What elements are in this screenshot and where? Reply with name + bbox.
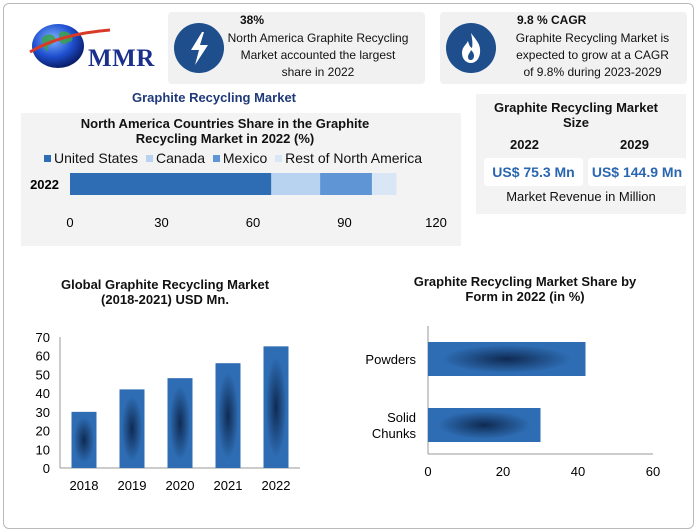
category-label-solid: Solid: [387, 410, 416, 425]
legend-swatch-mexico: [212, 155, 220, 162]
x-tick-label-1: 20: [496, 464, 510, 479]
bar-2021: [215, 363, 241, 468]
stat-cagr-value: 9.8 % CAGR: [517, 13, 587, 27]
bar-2022: [263, 346, 289, 468]
y-tick-label-2: 20: [36, 424, 50, 439]
bar-2018: [71, 411, 97, 468]
legend-swatch-us: [44, 155, 51, 162]
y-tick-label-3: 30: [36, 405, 50, 420]
x-tick-label-3: 60: [646, 464, 660, 479]
x-tick-label-2019: 2019: [118, 478, 147, 493]
x-tick-label-2: 40: [571, 464, 585, 479]
logo-text: MMR: [88, 45, 155, 72]
category-label-powders: Powders: [365, 352, 416, 367]
flame-icon: [446, 23, 496, 73]
legend-label-mexico: Mexico: [222, 150, 268, 166]
size-year-2029: 2029: [620, 137, 649, 152]
y-tick-label-4: 40: [36, 386, 50, 401]
lightning-bolt-icon: [174, 23, 224, 73]
x-tick-label-2: 60: [246, 215, 260, 230]
y-tick-label-5: 50: [36, 367, 50, 382]
infographic-frame: [3, 3, 694, 529]
x-tick-label-3: 90: [337, 215, 351, 230]
country-share-legend: United States Canada Mexico Rest of Nort…: [40, 150, 422, 166]
stat-box-share: 38% North America Graphite Recycling Mar…: [168, 12, 425, 84]
stat-share-value: 38%: [240, 13, 265, 27]
form-share-title: Graphite Recycling Market Share by Form …: [413, 274, 637, 304]
category-label-2022: 2022: [30, 177, 59, 192]
global-market-chart: 0 10 20 30 40 50 60 70 2018 2019 2020 2021 2022: [36, 330, 300, 493]
legend-swatch-canada: [145, 155, 153, 162]
x-tick-label-1: 30: [154, 215, 168, 230]
stat-cagr-desc: Graphite Recycling Market is expected to…: [515, 31, 670, 79]
globe-icon: [29, 24, 111, 68]
share-bar-segment-0: [70, 173, 272, 195]
x-tick-label-2021: 2021: [214, 478, 243, 493]
market-size-title: Graphite Recycling Market Size: [494, 100, 658, 130]
size-footer: Market Revenue in Million: [506, 189, 656, 204]
global-market-title: Global Graphite Recycling Market (2018-2…: [60, 277, 270, 307]
x-tick-label-2022: 2022: [262, 478, 291, 493]
stat-box-cagr: 9.8 % CAGR Graphite Recycling Market is …: [440, 12, 687, 84]
x-tick-label-2020: 2020: [166, 478, 195, 493]
legend-label-us: United States: [54, 150, 139, 166]
country-share-title: North America Countries Share in the Gra…: [80, 116, 370, 146]
stat-share-desc: North America Graphite Recycling Market …: [227, 31, 409, 79]
bar-2019: [119, 389, 145, 468]
x-tick-label-2018: 2018: [70, 478, 99, 493]
country-share-chart: 2022 0 30 60 90 120: [30, 173, 447, 230]
size-value-2022: US$ 75.3 Mn: [484, 158, 583, 186]
market-size-panel: [476, 94, 686, 214]
mmr-logo: MMR: [28, 14, 158, 74]
share-bar-segment-3: [371, 173, 397, 195]
bar-2020: [167, 378, 193, 468]
y-tick-label-7: 70: [36, 330, 50, 345]
y-tick-label-6: 60: [36, 349, 50, 364]
x-tick-label-0: 0: [66, 215, 73, 230]
share-bar-segment-2: [320, 173, 372, 195]
y-tick-label-1: 10: [36, 442, 50, 457]
y-tick-label-0: 0: [43, 461, 50, 476]
main-title: Graphite Recycling Market: [132, 90, 296, 105]
size-value-2029: US$ 144.9 Mn: [588, 158, 686, 186]
bar-solid-chunks: [428, 408, 541, 442]
legend-label-rest: Rest of North America: [285, 150, 423, 166]
legend-label-canada: Canada: [155, 150, 205, 166]
x-tick-label-4: 120: [425, 215, 447, 230]
category-label-chunks: Chunks: [372, 426, 417, 441]
share-bar-segment-1: [271, 173, 321, 195]
x-tick-label-0: 0: [424, 464, 431, 479]
legend-swatch-rest: [275, 155, 283, 162]
size-year-2022: 2022: [510, 137, 539, 152]
bar-powders: [428, 342, 586, 376]
